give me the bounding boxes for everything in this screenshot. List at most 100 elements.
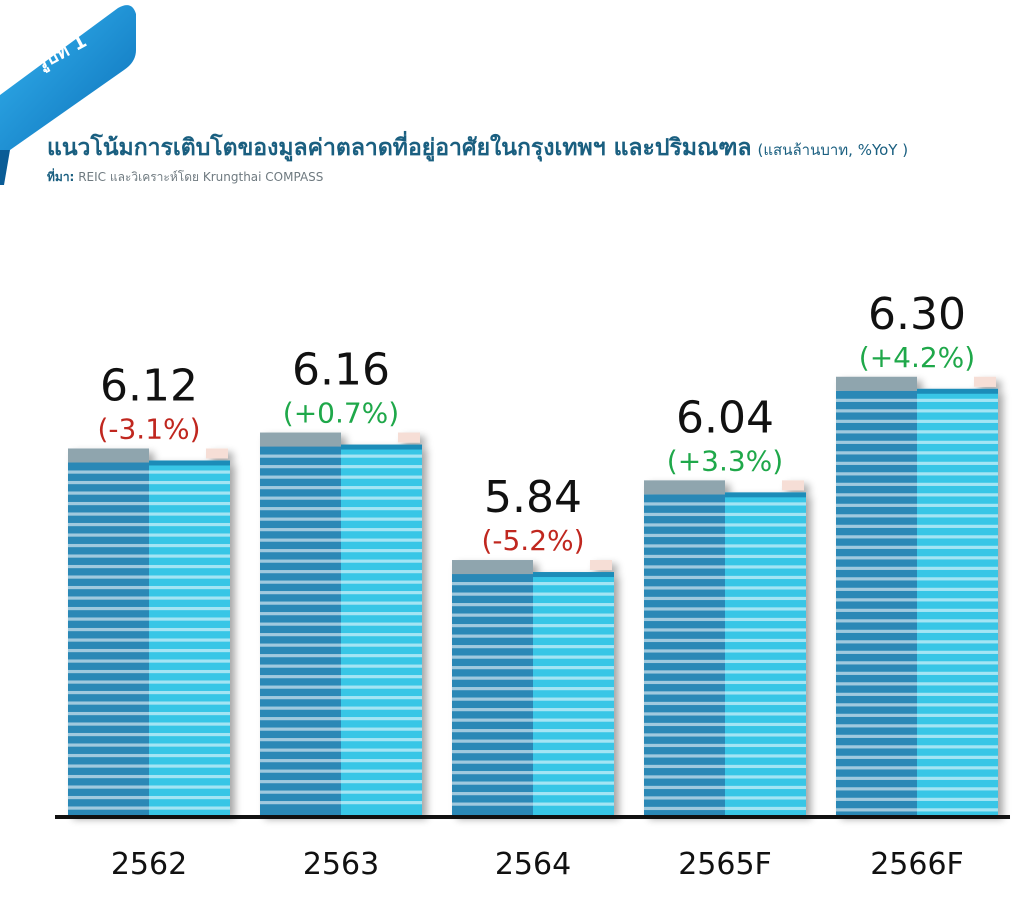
bar-stripe	[644, 701, 806, 706]
bar-stripe	[452, 697, 614, 701]
bar-stripe	[644, 607, 806, 611]
value-label: 6.16	[292, 345, 390, 396]
bar-stripe	[836, 514, 998, 518]
bar-stripe	[644, 722, 806, 727]
bar-stripe	[836, 419, 998, 423]
bar-stripe	[260, 486, 422, 490]
bar-cap-edge	[341, 444, 422, 450]
bar-stripe	[836, 734, 998, 738]
bar-stripe	[68, 543, 230, 548]
bar-stripe	[68, 764, 230, 768]
bar-stripe	[260, 643, 422, 647]
bar-stripe	[260, 612, 422, 616]
bar-stripe	[836, 472, 998, 476]
bar-cap-edge	[917, 388, 998, 394]
bar-stripe	[644, 764, 806, 769]
bar-stripe	[644, 533, 806, 538]
bar-2566F	[836, 376, 998, 815]
bar-stripe	[644, 554, 806, 559]
bar-stripe	[68, 743, 230, 747]
bar-stripe	[836, 545, 998, 549]
bar-cap	[452, 560, 533, 575]
bar-stripe	[260, 675, 422, 679]
bar-stripe	[260, 549, 422, 553]
bar-stripe	[836, 587, 998, 591]
bar-stripe	[68, 806, 230, 810]
bar-stripe	[68, 575, 230, 579]
bar-stripe	[644, 743, 806, 748]
bar-stripe	[68, 585, 230, 590]
bar-stripe	[260, 528, 422, 532]
bar-stripe	[452, 802, 614, 806]
bar-stripe	[260, 580, 422, 584]
bar-stripe	[68, 564, 230, 569]
bar-stripe	[68, 795, 230, 800]
bar-cap-accent	[974, 376, 996, 387]
bar-stripe	[836, 398, 998, 402]
bar-stripe	[68, 701, 230, 705]
bar-stripe	[452, 666, 614, 670]
bar-stripe	[68, 669, 230, 674]
bar-stripe	[452, 792, 614, 796]
bar-right-face	[533, 574, 614, 815]
chart-title: แนวโน้มการเติบโตของมูลค่าตลาดที่อยู่อาศั…	[47, 135, 752, 161]
bar-stripe	[68, 491, 230, 495]
bar-left-face	[836, 390, 917, 815]
value-label: 6.04	[676, 392, 774, 443]
bar-stripe	[260, 780, 422, 784]
bar-stripe	[836, 650, 998, 654]
bar-stripe	[68, 753, 230, 758]
bar-stripe	[836, 608, 998, 612]
x-tick-label: 2566F	[870, 847, 964, 882]
bar-stripe	[452, 592, 614, 596]
bar-stripe	[836, 566, 998, 570]
bar-stripe	[644, 628, 806, 632]
bar-stripe	[260, 507, 422, 511]
bar-stripe	[68, 627, 230, 632]
bar-cap	[260, 432, 341, 447]
bar-cap-edge	[149, 460, 230, 466]
bar-cap-accent	[398, 432, 420, 443]
bar-stripe	[260, 790, 422, 794]
bar-stripe	[68, 522, 230, 527]
bar-stripe	[644, 523, 806, 527]
bar-left-face	[644, 494, 725, 815]
bar-stripe	[644, 806, 806, 811]
bar-stripe	[644, 638, 806, 643]
bar-stripe	[260, 601, 422, 605]
source-label: ที่มา:	[47, 170, 75, 184]
bar-stripe	[68, 512, 230, 516]
bar-stripe	[452, 750, 614, 754]
bar-stripe	[68, 711, 230, 716]
bar-stripe	[836, 556, 998, 560]
bar-stripe	[644, 502, 806, 506]
bar-stripe	[836, 661, 998, 665]
bar-stripe	[644, 775, 806, 779]
bar-stripe	[260, 727, 422, 731]
bar-stripe	[68, 732, 230, 737]
bar-stripe	[836, 808, 998, 812]
bar-stripe	[836, 776, 998, 780]
bar-stripe	[452, 718, 614, 722]
bar-stripe	[452, 739, 614, 743]
bar-stripe	[260, 769, 422, 773]
bar-stripe	[68, 617, 230, 621]
bar-stripe	[68, 533, 230, 537]
x-tick-label: 2562	[111, 847, 187, 882]
value-label: 6.30	[868, 289, 966, 340]
bar-stripe	[836, 640, 998, 644]
bar-stripe	[836, 703, 998, 707]
bar-stripe	[836, 440, 998, 444]
bar-cap-accent	[206, 448, 228, 459]
bar-stripe	[68, 554, 230, 558]
bar-stripe	[644, 754, 806, 758]
source-text: REIC และวิเคราะห์โดย Krungthai COMPASS	[78, 170, 324, 184]
bar-stripe	[836, 482, 998, 486]
bar-stripe	[260, 465, 422, 469]
bar-cap-accent	[590, 560, 612, 571]
bar-stripe	[68, 638, 230, 642]
bar-stripe	[644, 512, 806, 517]
bar-stripe	[68, 774, 230, 779]
bar-stripe	[836, 787, 998, 791]
bar-stripe	[260, 517, 422, 521]
